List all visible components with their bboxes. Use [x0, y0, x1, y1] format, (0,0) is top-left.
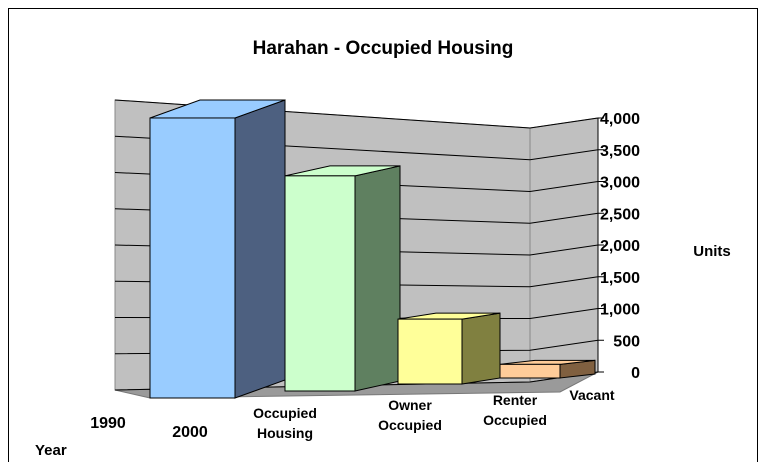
x-tick-label: Owner Occupied	[378, 397, 442, 433]
y-tick-label: 1,000	[600, 302, 640, 319]
chart-title: Harahan - Occupied Housing	[253, 38, 514, 59]
bar-side	[461, 312, 501, 385]
x-tick-label: Vacant	[569, 387, 614, 403]
x-tick-label: Occupied Housing	[253, 405, 317, 441]
bar-front	[397, 318, 463, 385]
y-tick-label: 4,000	[600, 111, 640, 128]
x-tick-label-line: Owner	[388, 397, 432, 413]
bar-front	[499, 363, 561, 379]
x-tick-label-line: Renter	[493, 392, 538, 408]
x-tick-label: Renter Occupied	[483, 392, 547, 428]
bar-front	[149, 117, 236, 399]
y-tick-label: 3,500	[600, 143, 640, 160]
bar-side	[354, 165, 401, 392]
y-tick-label: 0	[631, 365, 640, 382]
bar-front	[284, 175, 356, 392]
bar	[149, 99, 286, 399]
y-axis-label: Units	[693, 243, 731, 260]
x-tick-label-line: Housing	[257, 425, 313, 441]
depth-tick-label: 1990	[90, 415, 126, 432]
y-tick-label: 3,000	[600, 175, 640, 192]
depth-tick-label: 2000	[172, 424, 208, 441]
y-tick-label: 2,500	[600, 206, 640, 223]
bar	[284, 165, 401, 392]
x-tick-label-line: Occupied	[378, 417, 442, 433]
bar	[499, 359, 596, 379]
y-tick-label: 500	[613, 333, 640, 350]
x-tick-label-line: Occupied	[483, 412, 547, 428]
y-tick-label: 1,500	[600, 270, 640, 287]
depth-axis-label: Year	[35, 442, 67, 459]
bar-side	[234, 99, 286, 399]
x-tick-label-line: Occupied	[253, 405, 317, 421]
bar	[397, 312, 501, 385]
y-tick-label: 2,000	[600, 238, 640, 255]
